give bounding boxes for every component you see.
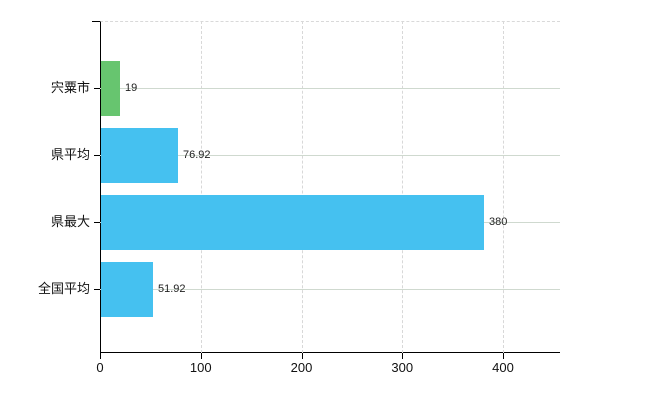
v-gridline — [503, 21, 504, 353]
x-tick-label: 100 — [189, 360, 212, 375]
bar — [101, 61, 120, 116]
plot-area — [100, 21, 560, 353]
x-axis-tick — [402, 353, 404, 359]
category-label: 県最大 — [50, 214, 90, 229]
x-axis-tick — [503, 353, 504, 359]
bar-value-label: 380 — [489, 216, 508, 228]
category-label: 県平均 — [50, 147, 90, 162]
x-tick-label: 300 — [391, 360, 414, 375]
x-tick-label: 200 — [290, 360, 313, 375]
v-gridline — [402, 21, 404, 353]
v-gridline — [200, 21, 202, 353]
bar — [101, 195, 484, 250]
v-gridline — [301, 21, 303, 353]
x-axis-tick — [100, 353, 101, 359]
category-label: 宍粟市 — [50, 80, 90, 95]
y-axis-tick — [94, 155, 100, 156]
category-label: 全国平均 — [37, 281, 90, 296]
x-tick-label: 400 — [492, 360, 514, 375]
h-gridline — [100, 155, 560, 156]
bar-value-label: 19 — [125, 82, 138, 94]
x-axis-tick — [200, 353, 202, 359]
x-axis-tick — [301, 353, 303, 359]
bar-value-label: 76.92 — [183, 149, 211, 161]
h-gridline — [100, 289, 560, 290]
y-axis-tick — [94, 88, 100, 89]
bar-value-label: 51.92 — [158, 283, 186, 295]
h-gridline — [100, 88, 560, 89]
y-axis-top-tick — [92, 21, 100, 22]
bar — [101, 262, 153, 317]
bar — [101, 128, 178, 183]
y-axis-tick — [94, 222, 100, 223]
x-tick-label: 0 — [96, 360, 104, 375]
y-axis-tick — [94, 289, 100, 290]
